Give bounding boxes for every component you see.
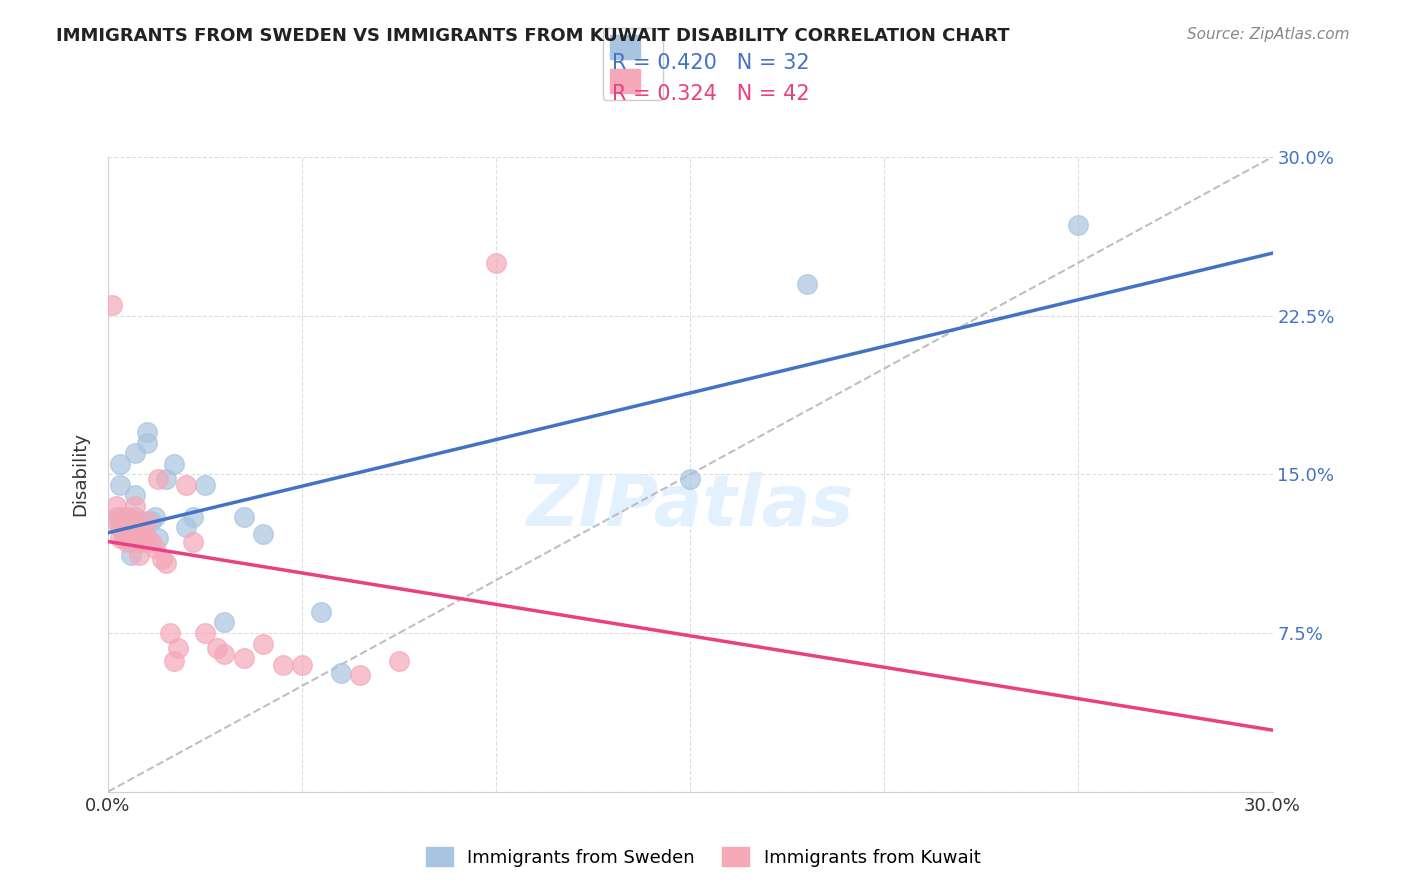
Point: [112, 520, 135, 534]
Point: [128, 548, 150, 562]
Y-axis label: Disability: Disability: [72, 433, 89, 516]
Point: [155, 556, 177, 570]
Text: IMMIGRANTS FROM SWEDEN VS IMMIGRANTS FROM KUWAIT DISABILITY CORRELATION CHART: IMMIGRANTS FROM SWEDEN VS IMMIGRANTS FRO…: [56, 27, 1010, 45]
Point: [485, 256, 508, 270]
Point: [159, 626, 181, 640]
Point: [194, 626, 217, 640]
Point: [108, 531, 131, 545]
Point: [183, 535, 205, 549]
Point: [349, 668, 371, 682]
Point: [112, 531, 135, 545]
Point: [135, 425, 157, 439]
Point: [108, 509, 131, 524]
Point: [135, 514, 157, 528]
Text: R = 0.324   N = 42: R = 0.324 N = 42: [612, 84, 810, 103]
Point: [101, 298, 124, 312]
Point: [167, 640, 190, 655]
Point: [117, 509, 139, 524]
Point: [194, 478, 217, 492]
Point: [252, 526, 274, 541]
Point: [108, 520, 131, 534]
Point: [124, 531, 146, 545]
Point: [120, 548, 142, 562]
Point: [329, 666, 352, 681]
Point: [183, 509, 205, 524]
Point: [128, 520, 150, 534]
Point: [112, 531, 135, 545]
Point: [232, 509, 254, 524]
Point: [120, 526, 142, 541]
Point: [108, 478, 131, 492]
Point: [124, 499, 146, 513]
Point: [214, 615, 236, 630]
Point: [128, 520, 150, 534]
Point: [135, 435, 157, 450]
Point: [143, 509, 166, 524]
Point: [143, 541, 166, 556]
Point: [117, 531, 139, 545]
Point: [128, 535, 150, 549]
Text: R = 0.420   N = 32: R = 0.420 N = 32: [612, 54, 810, 73]
Point: [205, 640, 228, 655]
Point: [291, 657, 314, 672]
Point: [796, 277, 818, 291]
Point: [132, 520, 155, 534]
Point: [271, 657, 294, 672]
Text: ZIPatlas: ZIPatlas: [527, 472, 853, 541]
Point: [155, 471, 177, 485]
Point: [252, 637, 274, 651]
Point: [388, 653, 411, 667]
Point: [124, 488, 146, 502]
Point: [150, 552, 173, 566]
Point: [117, 535, 139, 549]
Point: [108, 457, 131, 471]
Point: [124, 509, 146, 524]
Point: [120, 514, 142, 528]
Point: [163, 653, 186, 667]
Point: [163, 457, 186, 471]
Legend: Immigrants from Sweden, Immigrants from Kuwait: Immigrants from Sweden, Immigrants from …: [419, 840, 987, 874]
Point: [117, 520, 139, 534]
Point: [120, 535, 142, 549]
Point: [139, 514, 162, 528]
Point: [124, 446, 146, 460]
Point: [214, 647, 236, 661]
Point: [679, 471, 702, 485]
Point: [148, 471, 170, 485]
Point: [148, 531, 170, 545]
Point: [112, 520, 135, 534]
Point: [135, 531, 157, 545]
Point: [139, 535, 162, 549]
Point: [174, 478, 197, 492]
Point: [232, 651, 254, 665]
Point: [104, 514, 127, 528]
Point: [1067, 218, 1090, 232]
Text: Source: ZipAtlas.com: Source: ZipAtlas.com: [1187, 27, 1350, 42]
Point: [124, 514, 146, 528]
Point: [132, 535, 155, 549]
Point: [104, 509, 127, 524]
Point: [132, 531, 155, 545]
Legend: , : ,: [603, 28, 662, 100]
Point: [174, 520, 197, 534]
Point: [104, 499, 127, 513]
Point: [311, 605, 333, 619]
